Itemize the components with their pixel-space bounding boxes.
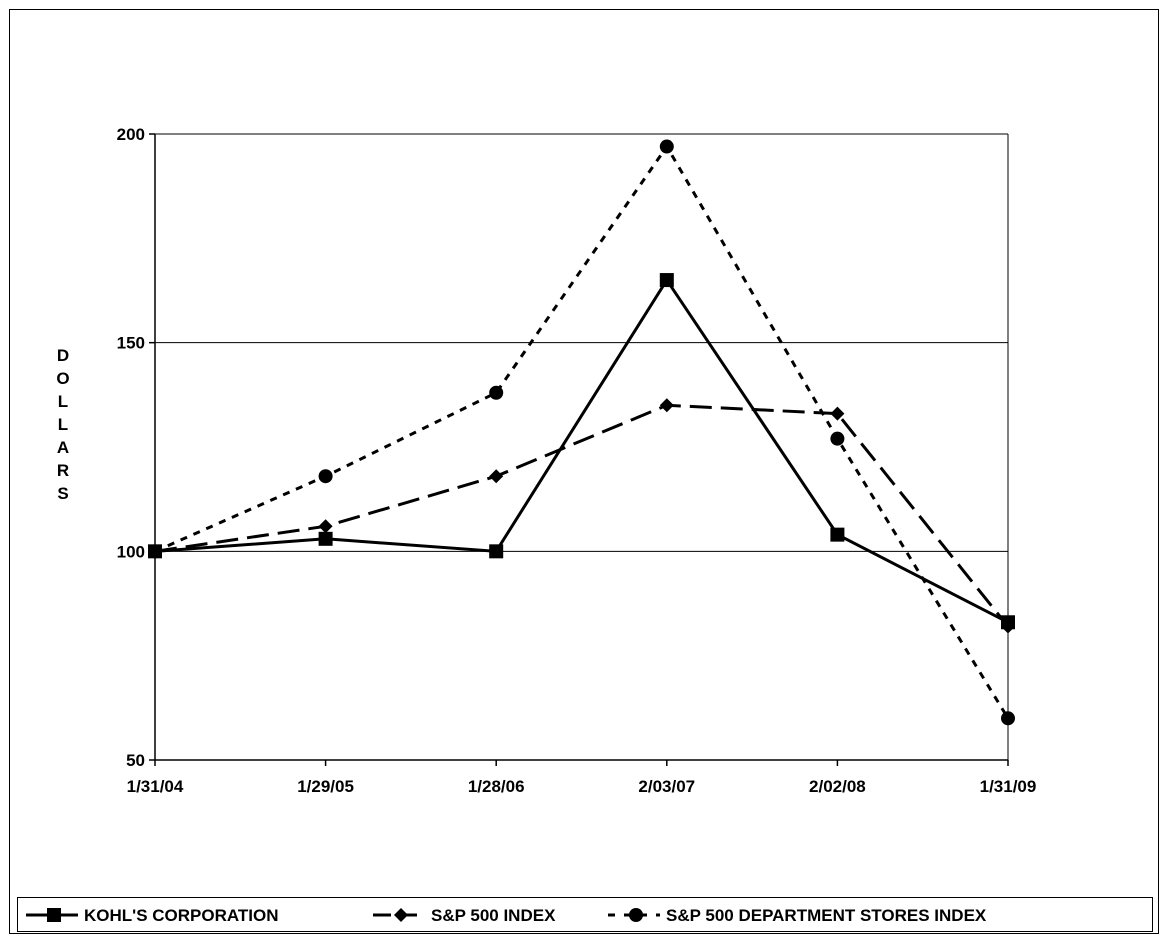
x-tick-label: 2/03/07 <box>638 777 695 796</box>
series-line-circle <box>154 143 1010 720</box>
y-axis-label-letter: A <box>56 438 70 457</box>
legend-label: S&P 500 DEPARTMENT STORES INDEX <box>666 906 987 925</box>
x-tick-label: 1/28/06 <box>468 777 525 796</box>
data-point-square <box>659 273 674 288</box>
data-point-diamond <box>830 406 845 421</box>
legend-items: KOHL'S CORPORATION S&P 500 INDEX S&P 500 D… <box>26 906 987 925</box>
x-tick-label: 2/02/08 <box>809 777 866 796</box>
data-point-square <box>1001 615 1015 630</box>
data-point-diamond <box>489 469 504 484</box>
data-point-square <box>318 531 333 546</box>
legend-label: KOHL'S CORPORATION <box>84 906 279 925</box>
y-tick-label: 200 <box>117 125 145 144</box>
x-tick-label: 1/31/04 <box>127 777 184 796</box>
data-point-circle <box>659 139 674 154</box>
data-point-circle <box>318 469 333 484</box>
x-tick-label: 1/29/05 <box>297 777 354 796</box>
y-axis-label-letter: S <box>57 484 69 503</box>
data-point-square <box>148 544 162 559</box>
legend-label: S&P 500 INDEX <box>431 906 556 925</box>
y-axis-label-letter: R <box>56 461 70 480</box>
y-axis-label-letter: D <box>56 346 70 365</box>
legend-marker-square <box>47 908 61 922</box>
series-line-square <box>154 277 1009 624</box>
chart-frame <box>9 9 1159 934</box>
data-point-circle <box>1001 711 1015 726</box>
y-axis-label-letter: L <box>57 415 69 434</box>
y-tick-label: 100 <box>117 542 145 561</box>
legend-marker-diamond <box>394 908 408 922</box>
y-axis-label-letter: L <box>57 392 69 411</box>
data-point-diamond <box>659 398 674 413</box>
y-tick-label: 150 <box>117 334 145 353</box>
data-point-square <box>830 527 845 542</box>
legend-marker-circle <box>629 908 643 922</box>
data-point-diamond <box>318 519 333 534</box>
x-tick-label: 1/31/09 <box>980 777 1037 796</box>
data-point-circle <box>830 431 845 446</box>
y-axis-label-letter: O <box>56 369 70 388</box>
data-point-square <box>489 544 504 559</box>
legend: KOHL'S CORPORATION S&P 500 INDEX S&P 500 D… <box>17 897 1153 932</box>
y-tick-label: 50 <box>126 751 145 770</box>
data-point-circle <box>489 385 504 400</box>
series-line-diamond <box>154 403 1010 628</box>
